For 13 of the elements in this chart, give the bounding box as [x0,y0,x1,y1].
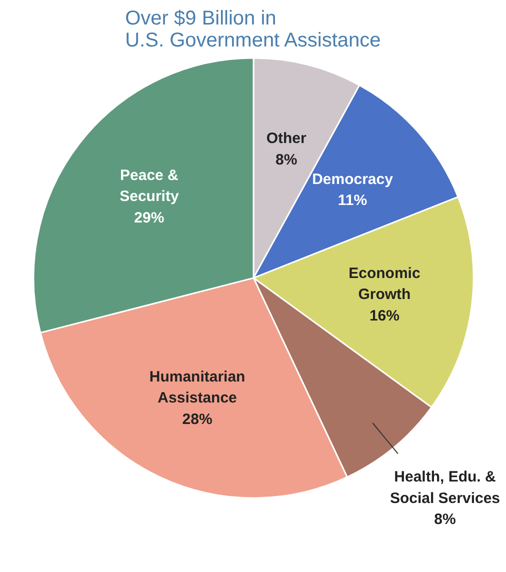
slice-label: Democracy [312,170,394,188]
data-label: 11% [338,192,368,210]
data-label: 28% [182,410,212,428]
data-label: 8% [275,151,298,168]
data-label: 16% [369,307,400,324]
slice-label: Economic Growth [348,264,420,304]
chart-title: Over $9 Billion in U.S. Government Assistance [125,8,381,52]
slice-label: Health, Edu. & Social Services [390,468,500,507]
slice-label: Humanitarian Assistance [149,368,246,407]
data-label: 29% [134,209,164,226]
slice-label: Other [266,130,306,148]
slice-label: Peace & Security [120,166,180,206]
data-label: 8% [434,511,456,528]
